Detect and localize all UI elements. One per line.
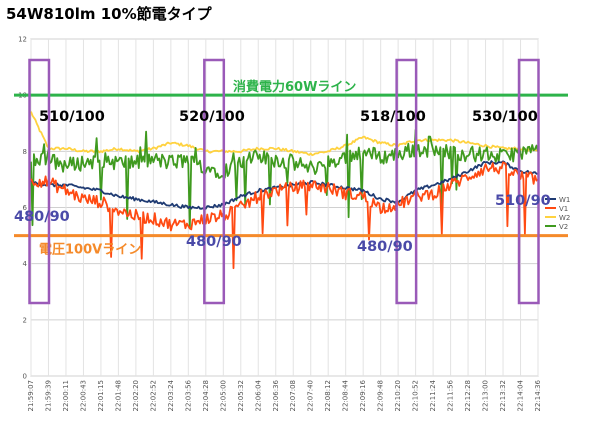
measurement-box (395, 58, 418, 305)
box-top-label: 510/100 (39, 109, 105, 125)
x-tick-label: 22:05:32 (237, 380, 245, 411)
x-tick-label: 22:13:00 (482, 380, 490, 411)
y-tick-label: 4 (23, 260, 28, 268)
x-tick-label: 22:11:24 (429, 379, 437, 411)
box-bottom-label: 480/90 (186, 234, 242, 250)
legend-label-V2: V2 (559, 223, 568, 231)
x-tick-label: 22:03:24 (167, 379, 175, 411)
x-tick-label: 22:08:44 (342, 379, 350, 411)
series-line-W2 (30, 111, 539, 157)
x-tick-label: 22:07:40 (307, 380, 315, 411)
box-top-label: 530/100 (472, 109, 538, 125)
x-tick-label: 22:03:56 (184, 379, 192, 411)
series-line-V1 (30, 161, 539, 270)
x-tick-label: 22:14:04 (517, 379, 525, 411)
x-tick-label: 22:12:28 (464, 380, 472, 411)
x-tick-label: 21:59:07 (27, 380, 35, 411)
x-tick-label: 22:01:48 (114, 380, 122, 411)
measurement-box (203, 58, 226, 305)
x-tick-label: 22:00:11 (62, 380, 70, 411)
limit-60w-label: 消費電力60Wライン (233, 79, 356, 95)
x-tick-label: 22:05:00 (219, 380, 227, 411)
x-tick-label: 22:04:28 (202, 380, 210, 411)
y-tick-label: 2 (23, 316, 27, 324)
box-bottom-label: 480/90 (14, 209, 70, 225)
x-tick-label: 22:14:36 (534, 379, 542, 411)
x-tick-label: 22:13:32 (499, 380, 507, 411)
x-tick-label: 22:07:08 (289, 380, 297, 411)
box-top-label: 518/100 (360, 109, 426, 125)
x-tick-label: 22:01:15 (97, 380, 105, 411)
x-tick-label: 22:08:12 (324, 380, 332, 411)
x-tick-label: 21:59:39 (44, 380, 52, 411)
y-tick-label: 0 (23, 373, 27, 381)
y-tick-label: 8 (23, 148, 27, 156)
y-tick-label: 6 (23, 204, 28, 212)
voltage-100v-label: 電圧100Vライン (39, 243, 141, 258)
x-tick-label: 22:09:48 (377, 380, 385, 411)
legend-label-W2: W2 (559, 214, 570, 222)
legend-label-V1: V1 (559, 205, 568, 213)
box-bottom-label: 480/90 (357, 239, 413, 255)
box-top-label: 520/100 (179, 109, 245, 125)
measurement-box (517, 58, 540, 305)
x-tick-label: 22:02:52 (149, 380, 157, 411)
chart-title: 54W810lm 10%節電タイプ (6, 5, 212, 23)
x-tick-label: 22:06:36 (272, 379, 280, 411)
series-line-V2 (30, 128, 539, 230)
x-tick-label: 22:06:04 (254, 379, 262, 411)
y-tick-label: 12 (18, 36, 27, 44)
x-tick-label: 22:09:16 (359, 379, 367, 411)
measurement-box (28, 58, 51, 305)
x-tick-label: 22:00:43 (79, 380, 87, 411)
x-tick-label: 22:02:20 (132, 380, 140, 411)
box-bottom-label: 510/90 (495, 193, 551, 209)
legend-label-W1: W1 (559, 196, 570, 204)
x-tick-label: 22:10:52 (412, 380, 420, 411)
x-tick-label: 22:10:20 (394, 380, 402, 411)
x-tick-label: 22:11:56 (447, 379, 455, 411)
